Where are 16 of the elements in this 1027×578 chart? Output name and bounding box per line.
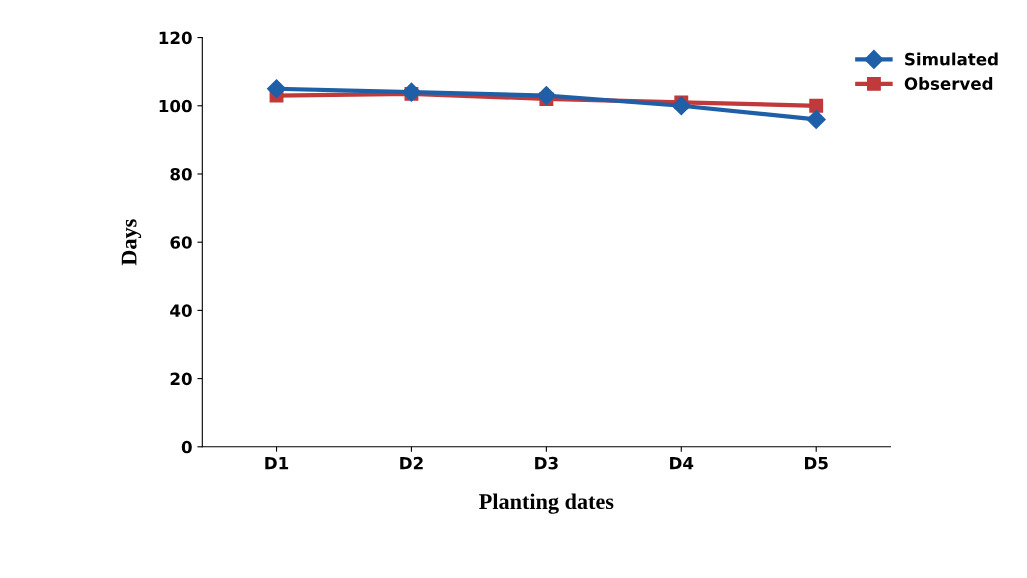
y-tick-label: 120 [159,31,192,45]
y-tick-label: 40 [170,304,192,317]
x-tick-label: D1 [265,457,289,470]
y-tick-label: 60 [170,236,192,249]
x-tick-label: D4 [670,457,694,470]
legend-label: Observed [904,77,993,90]
y-tick-label: 0 [181,440,192,454]
x-tick-label: D2 [400,456,423,470]
legend-label: Simulated [905,52,998,66]
y-tick-label: 80 [170,167,192,181]
y-tick-label: 100 [159,99,192,113]
y-axis-title: Days [121,219,142,266]
x-tick-label: D5 [805,457,828,470]
x-axis-title: Planting dates [479,493,614,514]
x-tick-label: D3 [535,456,558,470]
y-tick-label: 20 [170,372,192,386]
